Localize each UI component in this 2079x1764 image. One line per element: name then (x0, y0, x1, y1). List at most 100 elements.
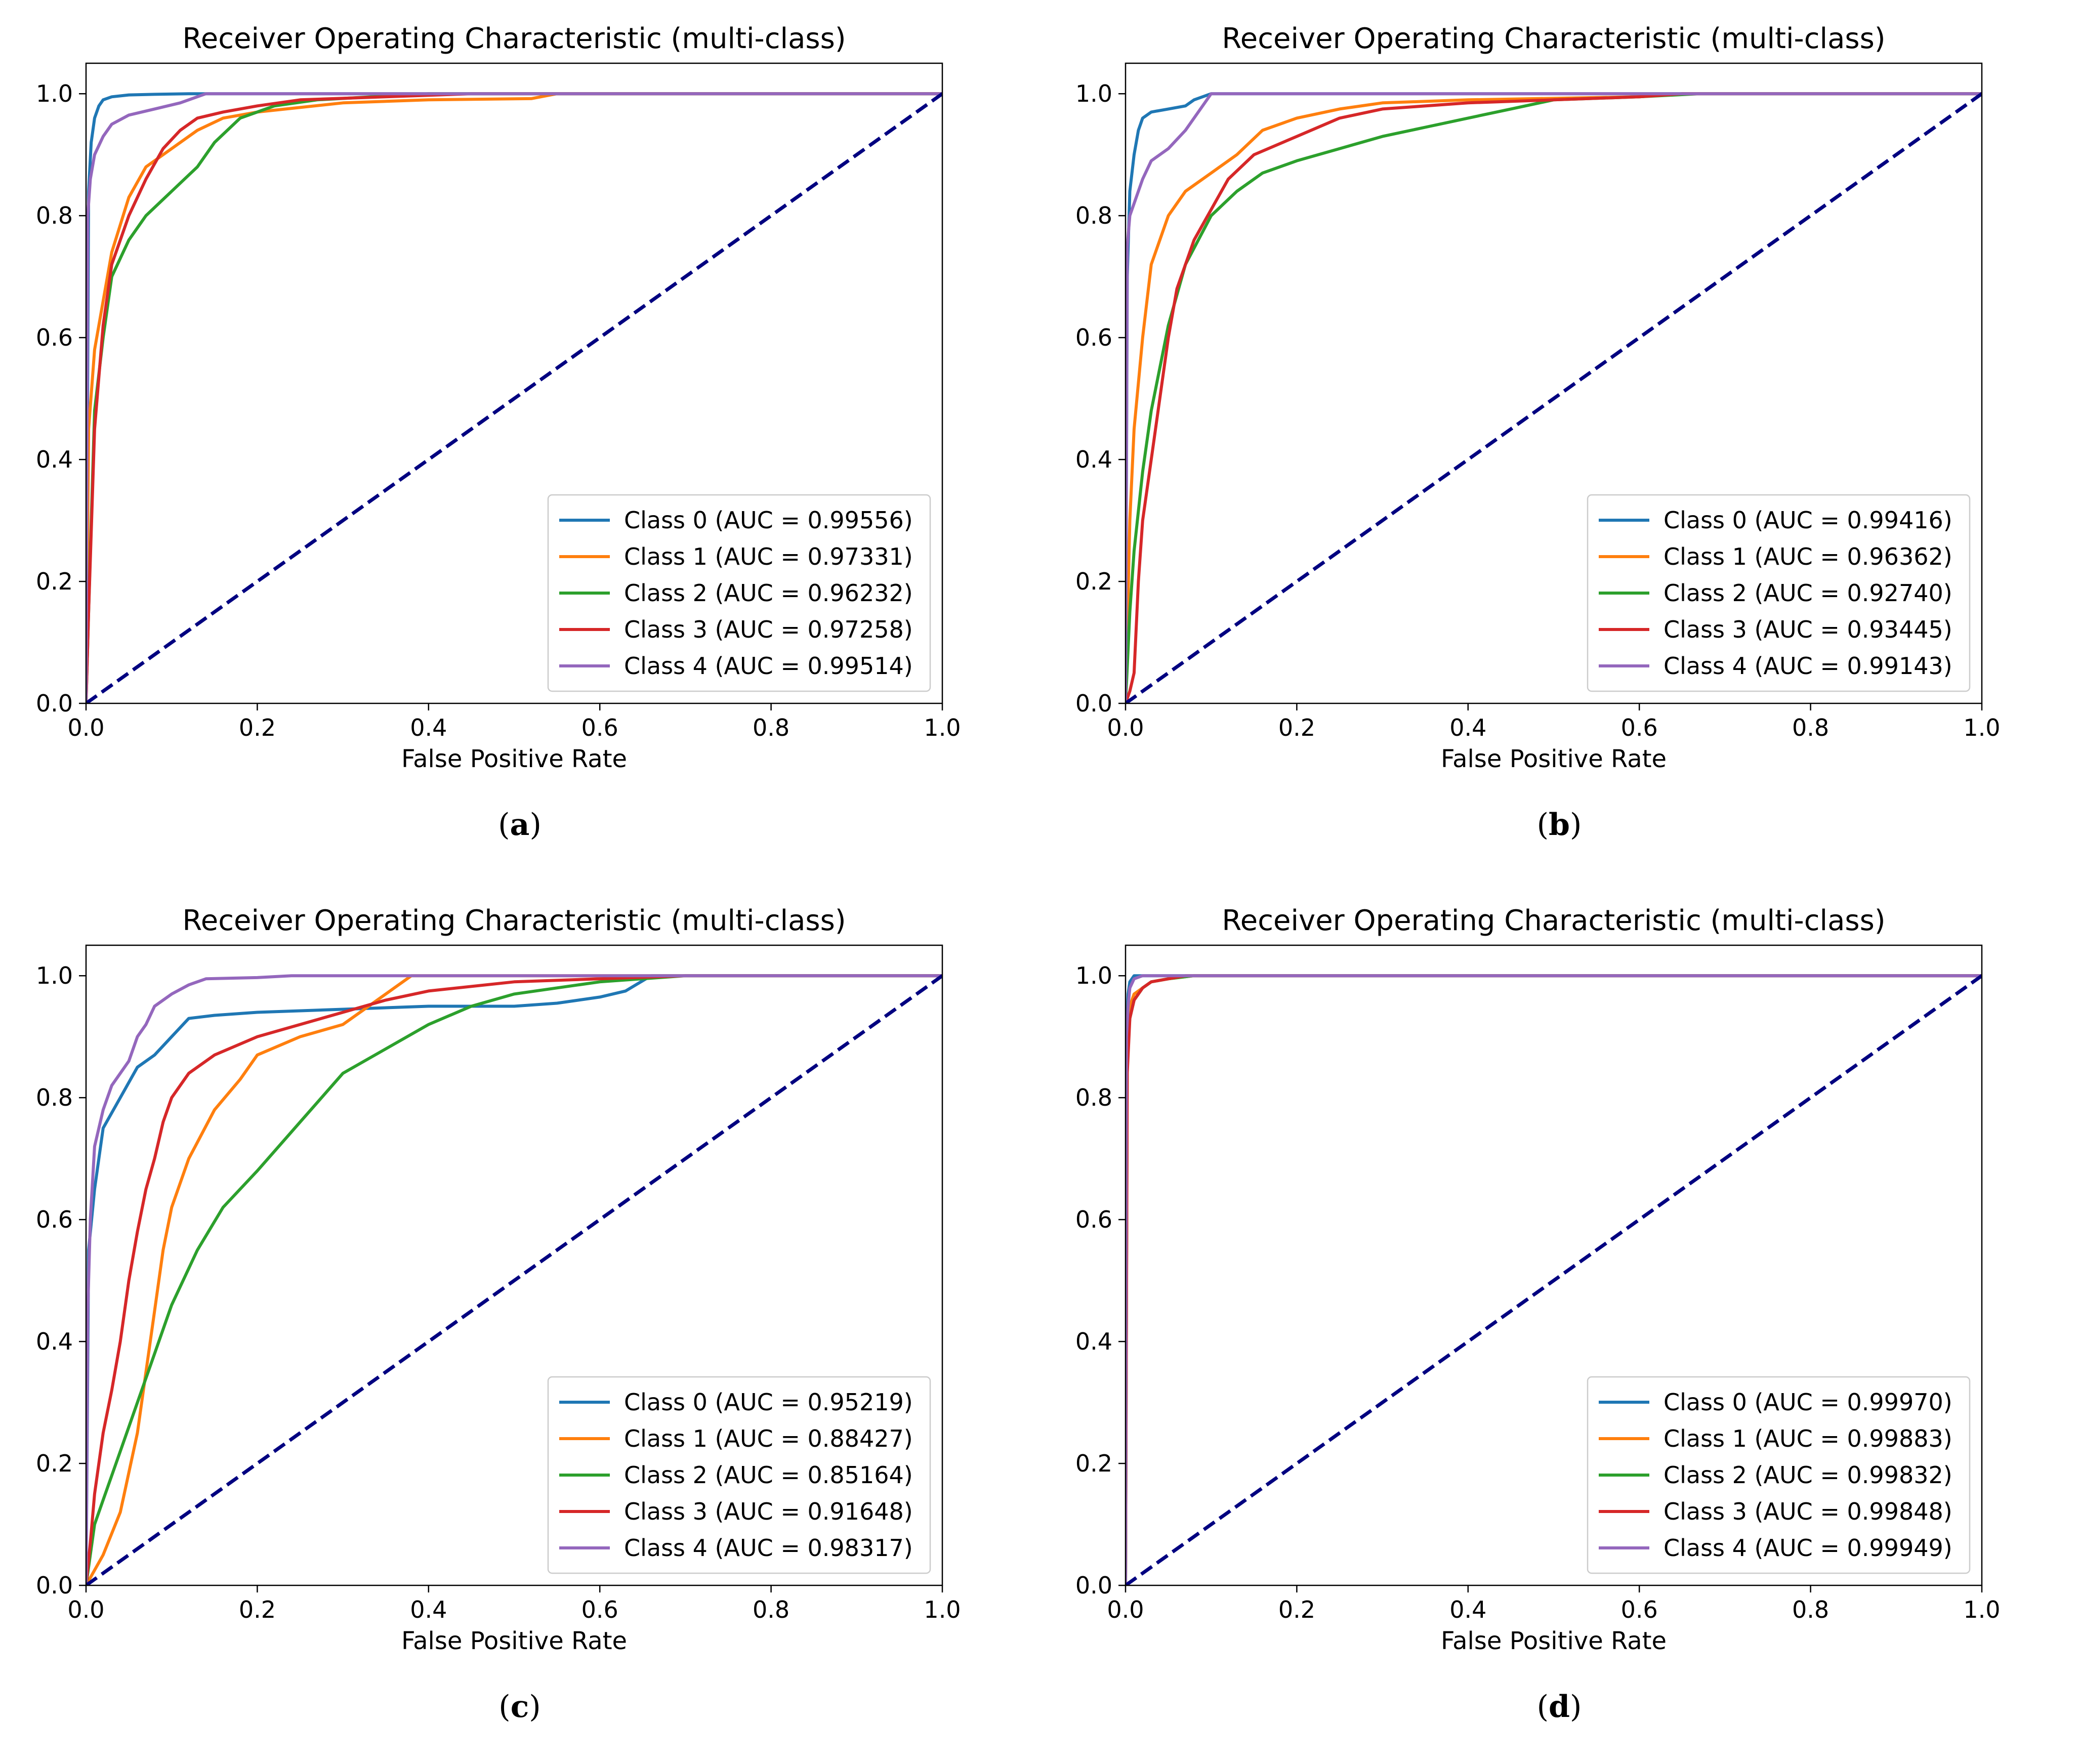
y-tick-label: 0.8 (1075, 202, 1112, 229)
y-tick-label: 0.8 (1075, 1084, 1112, 1111)
y-tick-label: 0.4 (36, 446, 73, 473)
legend-box (1587, 1376, 1971, 1574)
y-tick-label: 0.8 (36, 202, 73, 229)
legend-label-class-3: Class 3 (AUC = 0.99848) (1664, 1498, 1952, 1525)
legend-label-class-4: Class 4 (AUC = 0.98317) (624, 1534, 913, 1562)
y-tick-label: 1.0 (36, 962, 73, 989)
roc-curve-class-4 (86, 974, 942, 1585)
legend-label-class-3: Class 3 (AUC = 0.97258) (624, 616, 913, 643)
caption-a: (a) (498, 807, 542, 843)
axes-frame (85, 62, 943, 704)
legend: Class 0 (AUC = 0.99970) Class 1 (AUC = 0.… (1587, 1376, 1971, 1574)
x-tick-label: 0.8 (753, 1596, 789, 1623)
roc-chart-c: Receiver Operating Characteristic (multi… (36, 904, 961, 1655)
plot-area (86, 92, 942, 703)
y-tick-label: 0.0 (36, 1572, 73, 1599)
x-tick-label: 0.4 (1449, 714, 1486, 741)
x-tick-label: 0.4 (410, 714, 447, 741)
legend-label-class-0: Class 0 (AUC = 0.99416) (1664, 507, 1952, 534)
chart-title: Receiver Operating Characteristic (multi… (182, 904, 846, 937)
x-tick-label: 0.4 (1449, 1596, 1486, 1623)
x-tick-label: 0.2 (239, 1596, 276, 1623)
roc-chart-d: Receiver Operating Characteristic (multi… (1075, 904, 2001, 1655)
x-axis-label: False Positive Rate (1441, 745, 1667, 773)
roc-curve-class-1 (86, 92, 942, 703)
y-tick-label: 0.8 (36, 1084, 73, 1111)
legend-label-class-0: Class 0 (AUC = 0.99970) (1664, 1389, 1952, 1416)
legend-label-class-1: Class 1 (AUC = 0.97331) (624, 543, 913, 570)
roc-curve-class-4 (1126, 974, 1982, 1585)
y-tick-label: 0.0 (1075, 690, 1112, 717)
y-tick-label: 0.2 (1075, 1450, 1112, 1477)
legend-label-class-0: Class 0 (AUC = 0.95219) (624, 1389, 913, 1416)
panel-d: Receiver Operating Characteristic (multi… (1040, 882, 2079, 1764)
y-tick-label: 0.6 (36, 1206, 73, 1233)
x-tick-label: 0.6 (1621, 714, 1658, 741)
chance-diagonal (1126, 974, 1982, 1585)
chart-title: Receiver Operating Characteristic (multi… (1222, 22, 1885, 55)
caption-c: (c) (498, 1689, 541, 1725)
y-tick-label: 0.6 (1075, 324, 1112, 351)
x-axis-label: False Positive Rate (401, 745, 627, 773)
roc-curve-class-4 (86, 92, 942, 703)
y-tick-label: 0.0 (36, 690, 73, 717)
y-tick-label: 1.0 (36, 80, 73, 107)
legend-label-class-2: Class 2 (AUC = 0.96232) (624, 579, 913, 607)
chance-diagonal (1126, 92, 1982, 703)
x-tick-label: 1.0 (1963, 714, 2000, 741)
legend-box (547, 494, 931, 692)
legend-label-class-3: Class 3 (AUC = 0.93445) (1664, 616, 1952, 643)
legend-label-class-4: Class 4 (AUC = 0.99949) (1664, 1534, 1952, 1562)
roc-chart-a: Receiver Operating Characteristic (multi… (36, 22, 961, 773)
panel-a: Receiver Operating Characteristic (multi… (0, 0, 1040, 882)
y-tick-label: 0.0 (1075, 1572, 1112, 1599)
legend-label-class-3: Class 3 (AUC = 0.91648) (624, 1498, 913, 1525)
chance-diagonal (86, 974, 942, 1585)
x-tick-label: 0.6 (581, 1596, 618, 1623)
chart-title: Receiver Operating Characteristic (multi… (1222, 904, 1885, 937)
legend-label-class-1: Class 1 (AUC = 0.99883) (1664, 1425, 1952, 1452)
legend-label-class-2: Class 2 (AUC = 0.99832) (1664, 1461, 1952, 1489)
roc-curve-class-0 (86, 92, 942, 703)
y-tick-label: 0.4 (1075, 446, 1112, 473)
axes-frame (1125, 944, 1983, 1586)
x-tick-label: 1.0 (924, 714, 961, 741)
x-tick-label: 0.0 (67, 714, 104, 741)
plot-area (1126, 92, 1982, 703)
panel-b: Receiver Operating Characteristic (multi… (1040, 0, 2079, 882)
axes-frame (1125, 62, 1983, 704)
x-tick-label: 0.2 (1278, 1596, 1315, 1623)
x-axis-label: False Positive Rate (401, 1627, 627, 1655)
legend-label-class-4: Class 4 (AUC = 0.99143) (1664, 652, 1952, 680)
x-axis-label: False Positive Rate (1441, 1627, 1667, 1655)
x-tick-label: 0.6 (1621, 1596, 1658, 1623)
x-tick-label: 0.8 (1792, 714, 1829, 741)
legend: Class 0 (AUC = 0.99556) Class 1 (AUC = 0.… (547, 494, 931, 692)
x-tick-label: 1.0 (1963, 1596, 2000, 1623)
legend: Class 0 (AUC = 0.95219) Class 1 (AUC = 0.… (547, 1376, 931, 1574)
x-tick-label: 0.0 (67, 1596, 104, 1623)
roc-curve-class-4 (1126, 92, 1982, 703)
chart-title: Receiver Operating Characteristic (multi… (182, 22, 846, 55)
legend-label-class-2: Class 2 (AUC = 0.85164) (624, 1461, 913, 1489)
chance-diagonal (86, 92, 942, 703)
y-tick-label: 0.2 (36, 568, 73, 595)
legend-box (547, 1376, 931, 1574)
y-tick-label: 0.6 (1075, 1206, 1112, 1233)
legend-label-class-0: Class 0 (AUC = 0.99556) (624, 507, 913, 534)
y-tick-label: 1.0 (1075, 962, 1112, 989)
legend: Class 0 (AUC = 0.99416) Class 1 (AUC = 0.… (1587, 494, 1971, 692)
panel-c: Receiver Operating Characteristic (multi… (0, 882, 1040, 1764)
x-tick-label: 0.2 (239, 714, 276, 741)
x-tick-label: 0.8 (1792, 1596, 1829, 1623)
legend-label-class-1: Class 1 (AUC = 0.96362) (1664, 543, 1952, 570)
plot-area (86, 974, 942, 1585)
caption-d: (d) (1536, 1689, 1582, 1725)
x-tick-label: 0.0 (1107, 714, 1144, 741)
y-tick-label: 0.4 (1075, 1328, 1112, 1355)
y-tick-label: 0.2 (36, 1450, 73, 1477)
x-tick-label: 0.8 (753, 714, 789, 741)
x-tick-label: 0.0 (1107, 1596, 1144, 1623)
caption-b: (b) (1536, 807, 1582, 843)
x-tick-label: 0.4 (410, 1596, 447, 1623)
